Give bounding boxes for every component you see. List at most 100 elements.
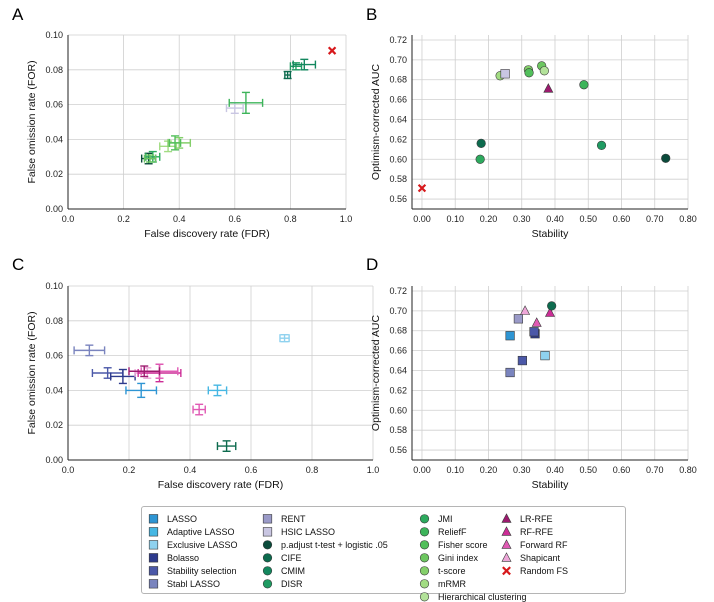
data-point	[529, 327, 539, 337]
legend-symbol	[501, 552, 512, 562]
data-point	[531, 317, 542, 327]
marker-circle	[524, 68, 534, 78]
legend-symbol	[419, 566, 430, 576]
legend-marker-circle	[262, 539, 273, 550]
y-tick-label: 0.72	[389, 286, 407, 296]
data-point	[225, 102, 244, 115]
y-tick-label: 0.72	[389, 35, 407, 45]
x-tick-label: 0.70	[646, 214, 664, 224]
data-point	[513, 314, 524, 324]
legend-label: RF-RFE	[520, 526, 553, 537]
y-tick-label: 0.04	[45, 385, 63, 395]
legend-symbol	[419, 514, 430, 524]
x-tick-label: 0.2	[123, 465, 136, 475]
x-tick-label: 0.2	[117, 214, 130, 224]
x-tick-label: 0.30	[513, 214, 531, 224]
legend-symbol	[419, 527, 430, 537]
legend-marker-square	[262, 526, 273, 537]
x-tick-label: 0.50	[579, 465, 597, 475]
x-tick-label: 0.10	[446, 214, 464, 224]
legend-item: p.adjust t-test + logistic .05	[262, 539, 388, 550]
legend-symbol	[501, 539, 512, 549]
marker-circle	[661, 153, 671, 163]
legend-label: Stabl LASSO	[167, 578, 221, 589]
marker-square	[517, 355, 527, 366]
y-tick-label: 0.56	[389, 194, 407, 204]
x-tick-label: 0.4	[184, 465, 197, 475]
x-tick-label: 0.60	[613, 465, 631, 475]
legend-item: RENT	[262, 513, 306, 524]
legend-item: Stabl LASSO	[148, 578, 220, 589]
data-point	[207, 384, 228, 397]
legend-symbol	[419, 579, 430, 589]
panel-c: 0.00 0.02 0.04 0.06 0.08 0.10 0.0 0.2 0.4 0.6 0.8 1…	[12, 255, 379, 491]
legend-symbol	[148, 566, 159, 576]
x-tick-label: 0.0	[62, 465, 75, 475]
y-tick-label: 0.64	[389, 366, 407, 376]
x-axis-label: False discovery rate (FDR)	[144, 228, 269, 240]
data-point	[279, 334, 290, 343]
legend-label: ReliefF	[438, 526, 467, 537]
data-point	[216, 440, 237, 452]
x-tick-label: 0.6	[229, 214, 242, 224]
legend-marker-triangle	[501, 513, 512, 524]
marker-circle	[547, 301, 557, 311]
legend-marker-square	[148, 578, 159, 589]
marker-cross	[327, 46, 337, 55]
marker-cross	[417, 183, 427, 193]
legend-item: Adaptive LASSO	[148, 526, 235, 537]
y-axis-label: False omission rate (FOR)	[26, 60, 38, 183]
legend-symbol	[419, 540, 430, 550]
panel-a: 0.00 0.02 0.04 0.06 0.08 0.10 0.0 0.2 0.4 0.6 0.8 1…	[12, 5, 352, 240]
x-tick-label: 0.80	[679, 465, 697, 475]
legend-symbol	[148, 540, 159, 550]
marker-circle	[596, 140, 607, 150]
legend-label: Random FS	[520, 565, 569, 576]
y-tick-label: 0.68	[389, 326, 407, 336]
y-tick-label: 0.70	[389, 306, 407, 316]
legend-marker-square	[148, 565, 159, 576]
y-tick-label: 0.10	[45, 30, 63, 40]
legend-marker-square	[262, 513, 273, 524]
legend-symbol	[262, 514, 273, 524]
data-point	[192, 403, 206, 416]
legend: LASSO Adaptive LASSO Exclusive LASSO Bolass…	[141, 506, 626, 602]
x-tick-label: 0.0	[62, 214, 75, 224]
y-tick-label: 0.58	[389, 425, 407, 435]
legend-label: CIFE	[281, 552, 302, 563]
legend-symbol	[501, 526, 512, 536]
y-tick-label: 0.08	[45, 65, 63, 75]
x-tick-label: 0.8	[284, 214, 297, 224]
legend-label: t-score	[438, 565, 466, 576]
plot-area	[412, 35, 688, 209]
data-point	[505, 331, 515, 341]
y-tick-label: 0.66	[389, 346, 407, 356]
data-point	[143, 154, 157, 163]
y-tick-label: 0.62	[389, 134, 407, 144]
marker-triangle	[531, 317, 542, 327]
marker-square	[505, 331, 515, 341]
legend-item: JMI	[419, 513, 453, 524]
marker-triangle	[544, 307, 556, 317]
legend-marker-circle	[262, 565, 273, 576]
x-tick-label: 0.30	[513, 465, 531, 475]
legend-marker-cross	[501, 565, 512, 576]
legend-symbol	[262, 579, 273, 589]
data-point	[128, 365, 161, 378]
legend-item: Stability selection	[148, 565, 237, 576]
x-tick-label: 0.20	[480, 465, 498, 475]
legend-symbol	[148, 579, 159, 589]
x-tick-label: 1.0	[367, 465, 380, 475]
y-tick-label: 0.00	[45, 455, 63, 465]
marker-square	[540, 350, 550, 361]
legend-item: Fisher score	[419, 539, 488, 550]
data-point	[540, 350, 550, 361]
legend-marker-square	[148, 513, 159, 524]
x-tick-label: 1.0	[340, 214, 353, 224]
data-point	[475, 154, 485, 164]
x-tick-label: 0.00	[413, 214, 431, 224]
legend-label: Adaptive LASSO	[167, 526, 235, 537]
legend-label: Exclusive LASSO	[167, 539, 238, 550]
data-point	[505, 367, 515, 378]
x-tick-label: 0.40	[546, 465, 564, 475]
